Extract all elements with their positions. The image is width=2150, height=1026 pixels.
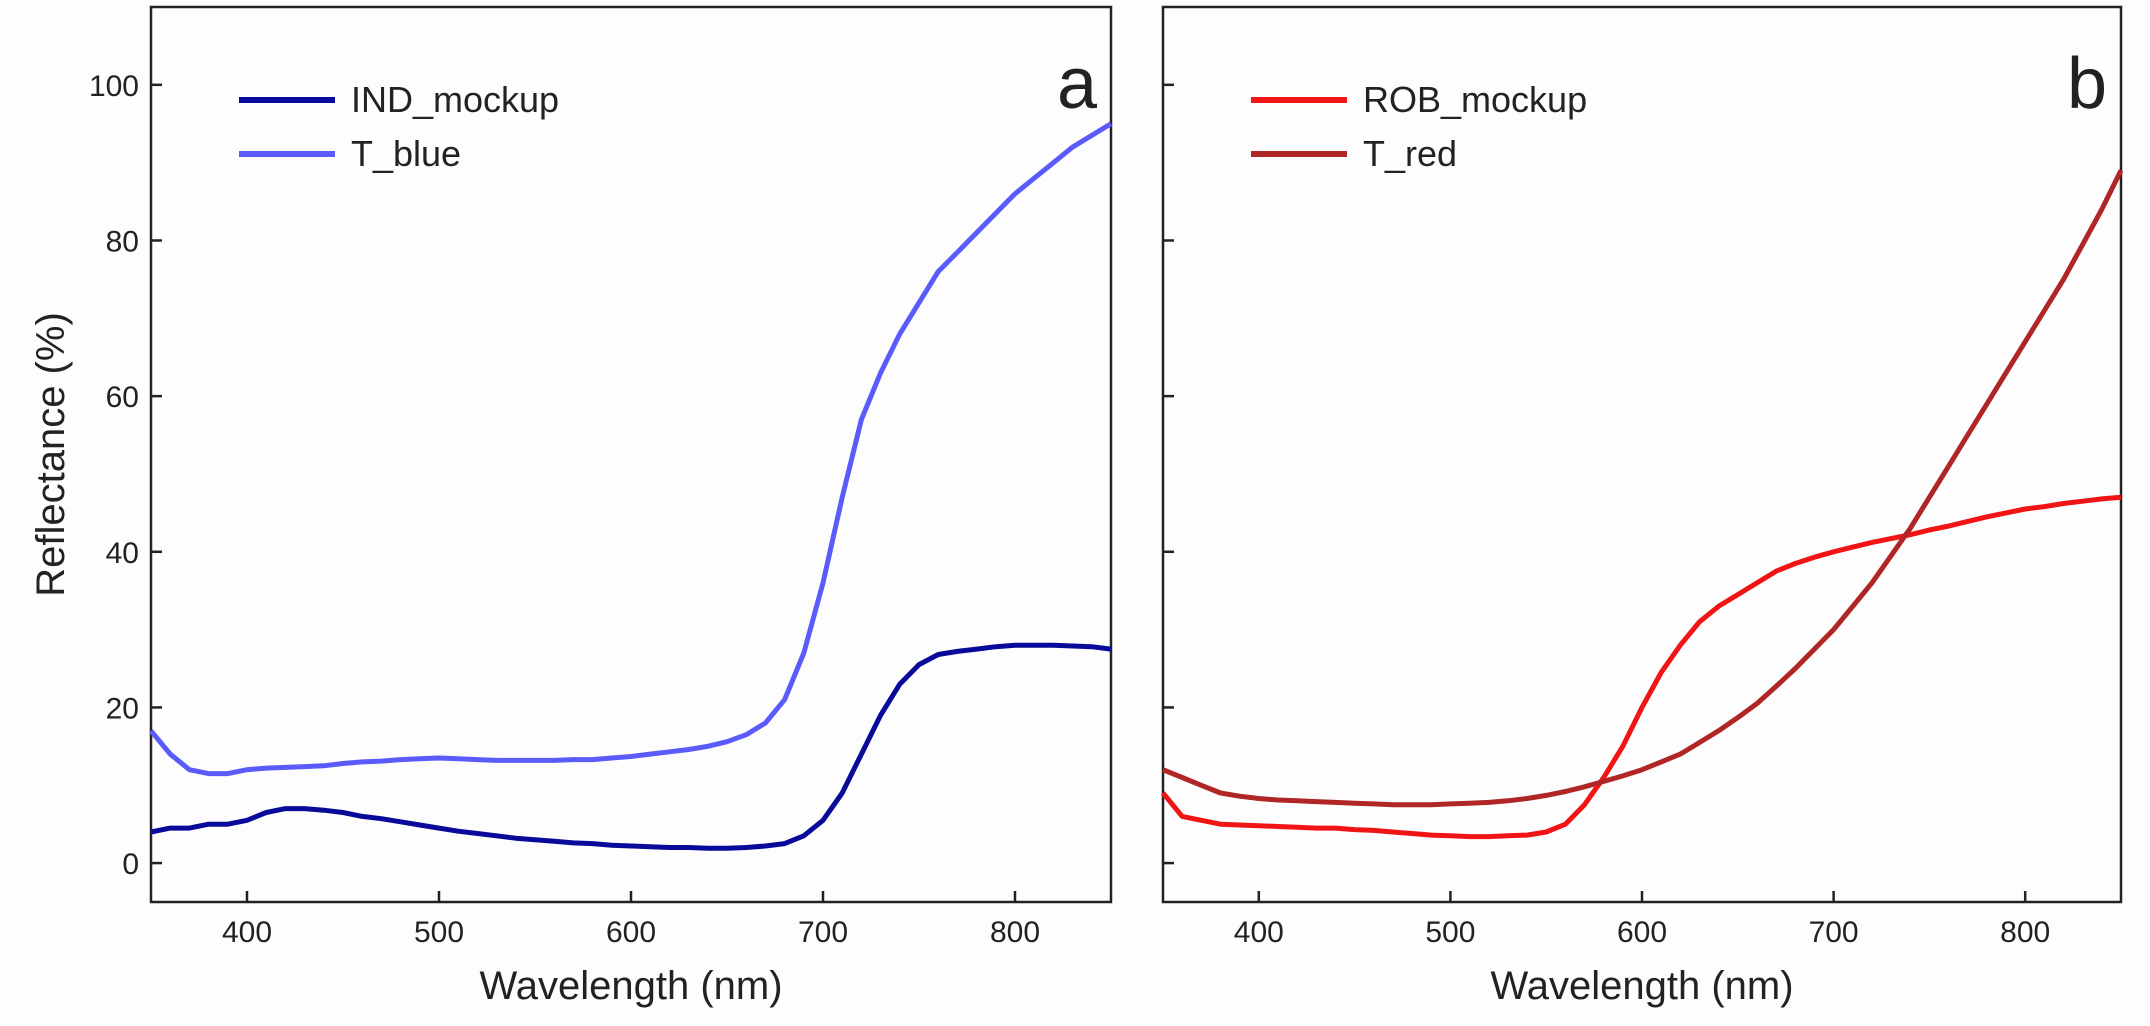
data-line: [149, 121, 1113, 777]
panel-label: a: [1057, 44, 1098, 124]
legend-label: T_blue: [351, 133, 461, 174]
x-tick-label: 600: [1617, 916, 1667, 949]
x-axis-label: Wavelength (nm): [1490, 964, 1793, 1008]
y-axis-label: Reflectance (%): [29, 312, 73, 597]
x-tick-label: 600: [606, 916, 656, 949]
x-tick-label: 800: [2000, 916, 2050, 949]
y-tick-label: 100: [89, 70, 139, 103]
x-tick-label: 500: [414, 916, 464, 949]
x-tick-label: 700: [798, 916, 848, 949]
y-tick-label: 40: [106, 537, 139, 570]
x-tick-label: 400: [222, 916, 272, 949]
data-line: [1162, 169, 2124, 808]
y-tick-label: 20: [106, 692, 139, 725]
x-axis-label: Wavelength (nm): [479, 964, 782, 1008]
y-tick-label: 0: [122, 848, 139, 881]
x-tick-label: 700: [1809, 916, 1859, 949]
x-tick-label: 400: [1234, 916, 1284, 949]
data-line: [150, 642, 1112, 851]
legend-label: ROB_mockup: [1363, 79, 1587, 120]
y-tick-label: 60: [106, 381, 139, 414]
panel-label: b: [2067, 44, 2107, 124]
x-tick-label: 800: [990, 916, 1040, 949]
legend-label: T_red: [1363, 133, 1457, 174]
legend-label: IND_mockup: [351, 79, 559, 120]
y-tick-label: 80: [106, 225, 139, 258]
x-tick-label: 500: [1425, 916, 1475, 949]
data-line: [1161, 494, 2122, 840]
